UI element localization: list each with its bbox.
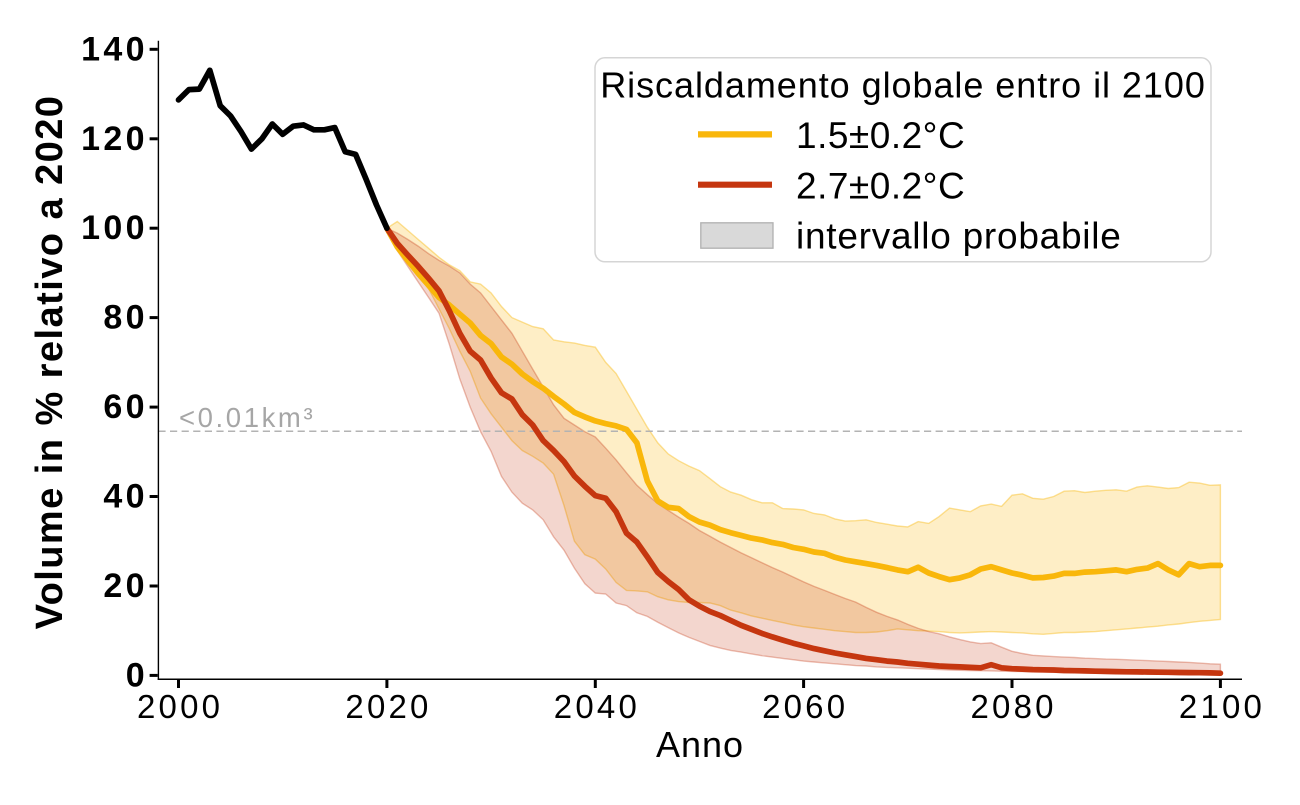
svg-text:2020: 2020 — [345, 688, 431, 725]
svg-text:Riscaldamento globale entro il: Riscaldamento globale entro il 2100 — [600, 65, 1206, 106]
svg-text:1.5±0.2°C: 1.5±0.2°C — [796, 115, 965, 156]
svg-text:2.7±0.2°C: 2.7±0.2°C — [796, 165, 965, 206]
svg-text:2040: 2040 — [554, 688, 640, 725]
svg-text:2000: 2000 — [137, 688, 223, 725]
svg-text:2060: 2060 — [762, 688, 848, 725]
svg-text:0: 0 — [126, 656, 148, 694]
svg-text:60: 60 — [103, 388, 148, 426]
svg-text:Volume in % relativo a 2020: Volume in % relativo a 2020 — [29, 95, 71, 630]
svg-text:100: 100 — [81, 209, 148, 247]
svg-text:<0.01km³: <0.01km³ — [179, 402, 315, 433]
svg-text:120: 120 — [81, 120, 148, 158]
svg-text:intervallo probabile: intervallo probabile — [796, 216, 1122, 257]
svg-text:140: 140 — [81, 30, 148, 68]
svg-text:2080: 2080 — [970, 688, 1056, 725]
svg-text:80: 80 — [103, 299, 148, 337]
svg-text:20: 20 — [103, 567, 148, 605]
svg-text:Anno: Anno — [656, 724, 744, 765]
svg-text:40: 40 — [103, 478, 148, 516]
svg-text:2100: 2100 — [1179, 688, 1265, 725]
